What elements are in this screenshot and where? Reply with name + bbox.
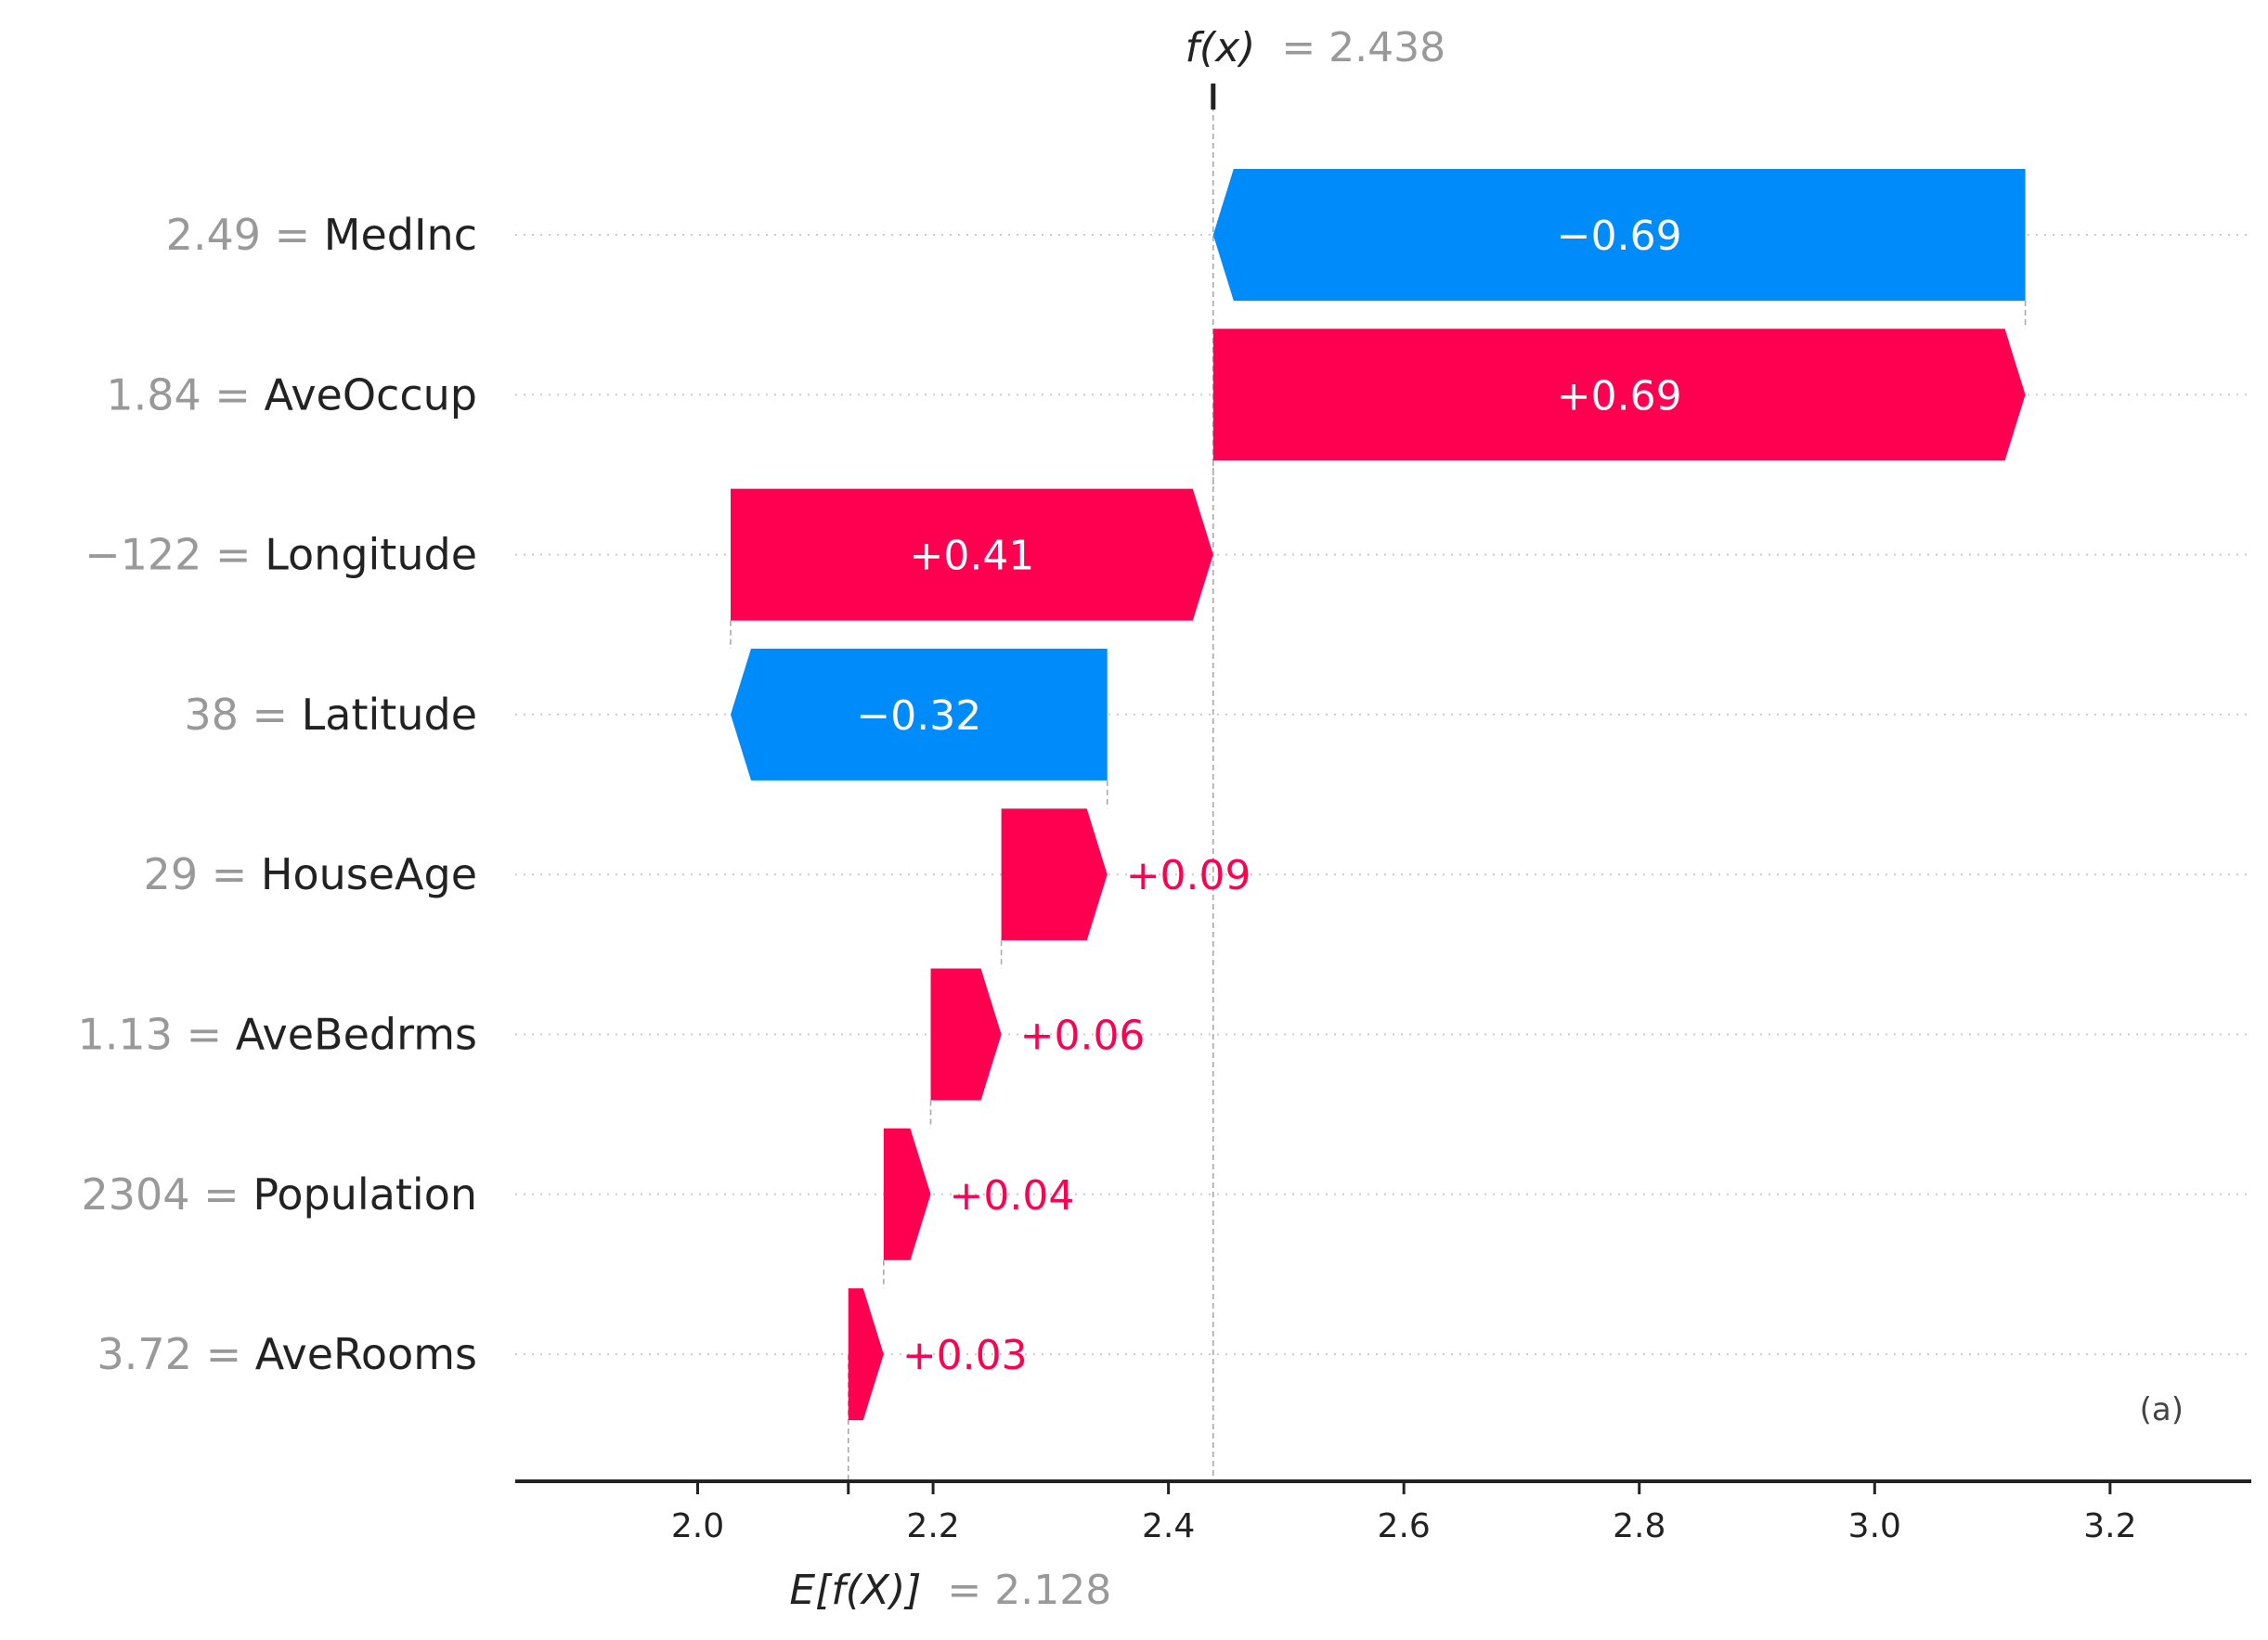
feature-label: 3.72 = AveRooms [97,1329,477,1379]
output-value-text: = 2.438 [1281,24,1445,71]
feature-value: 1.84 [106,369,214,420]
feature-value: 3.72 [97,1329,206,1379]
panel-label: (a) [2140,1391,2184,1428]
bar-label-population: +0.04 [950,1172,1075,1220]
base-value-text: = 2.128 [947,1567,1111,1614]
feature-equals: = [253,690,302,740]
bar-population [883,1128,931,1260]
feature-value: 1.13 [78,1010,187,1060]
feature-value: 38 [184,690,252,740]
bar-label-medinc: −0.69 [1557,213,1682,260]
bars: −0.69 +0.69 +0.41 −0.32 +0.09 +0.06 +0.04 +0.03 [731,169,2026,1421]
feature-label: 1.84 = AveOccup [106,369,477,420]
x-tick-label: 3.0 [1848,1507,1901,1545]
base-value-label: E[f(X)] = 2.128 [789,1567,1111,1614]
x-tick-label: 2.6 [1378,1507,1431,1545]
feature-name: AveRooms [255,1329,477,1379]
feature-name: Population [253,1169,477,1220]
x-tick-label: 2.2 [906,1507,959,1545]
bar-label-houseage: +0.09 [1126,852,1251,899]
x-axis: 2.0 2.2 2.4 2.6 2.8 3.0 3.2 [515,84,2251,1545]
x-tick-label: 3.2 [2083,1507,2136,1545]
feature-value: −122 [84,530,215,580]
bar-label-latitude: −0.32 [856,692,981,740]
feature-equals: = [206,1329,255,1379]
x-tick-label: 2.0 [671,1507,724,1545]
x-tick-label: 2.4 [1142,1507,1195,1545]
bar-label-averooms: +0.03 [902,1332,1028,1379]
bar-medinc [1212,169,2026,301]
x-tick-label: 2.8 [1613,1507,1665,1545]
connector-lines [730,97,2027,1481]
feature-equals: = [203,1169,253,1220]
feature-label: 29 = HouseAge [144,849,477,899]
feature-name: Latitude [302,690,477,740]
feature-label: 2304 = Population [81,1169,477,1220]
feature-label: 38 = Latitude [184,690,477,740]
feature-name: Longitude [265,530,477,580]
feature-equals: = [214,369,264,420]
feature-value: 2304 [81,1169,203,1220]
bar-latitude [731,648,1108,781]
bar-label-longitude: +0.41 [909,533,1034,580]
bar-longitude [731,488,1213,621]
feature-label: 2.49 = MedInc [166,210,477,260]
feature-label: −122 = Longitude [84,530,477,580]
feature-value: 2.49 [166,210,275,260]
feature-equals: = [212,849,261,899]
feature-labels: 2.49 = MedInc 1.84 = AveOccup −122 = Longi… [78,210,477,1379]
feature-name: HouseAge [261,849,477,899]
feature-name: AveBedrms [236,1010,477,1060]
bar-averooms [848,1288,884,1421]
feature-name: AveOccup [265,369,477,420]
output-value-label: f(x) = 2.438 [1185,24,1445,71]
bar-label-avebedrms: +0.06 [1020,1013,1146,1060]
feature-label: 1.13 = AveBedrms [78,1010,477,1060]
base-value-prefix: E[f(X)] [789,1567,921,1614]
feature-equals: = [275,210,324,260]
bar-aveoccup [1212,329,2026,461]
feature-value: 29 [144,849,212,899]
output-value-prefix: f(x) [1185,24,1255,71]
bar-avebedrms [930,968,1002,1101]
feature-name: MedInc [324,210,477,260]
bar-label-aveoccup: +0.69 [1557,372,1682,420]
feature-equals: = [215,530,265,580]
bar-houseage [1001,808,1108,941]
feature-equals: = [187,1010,236,1060]
